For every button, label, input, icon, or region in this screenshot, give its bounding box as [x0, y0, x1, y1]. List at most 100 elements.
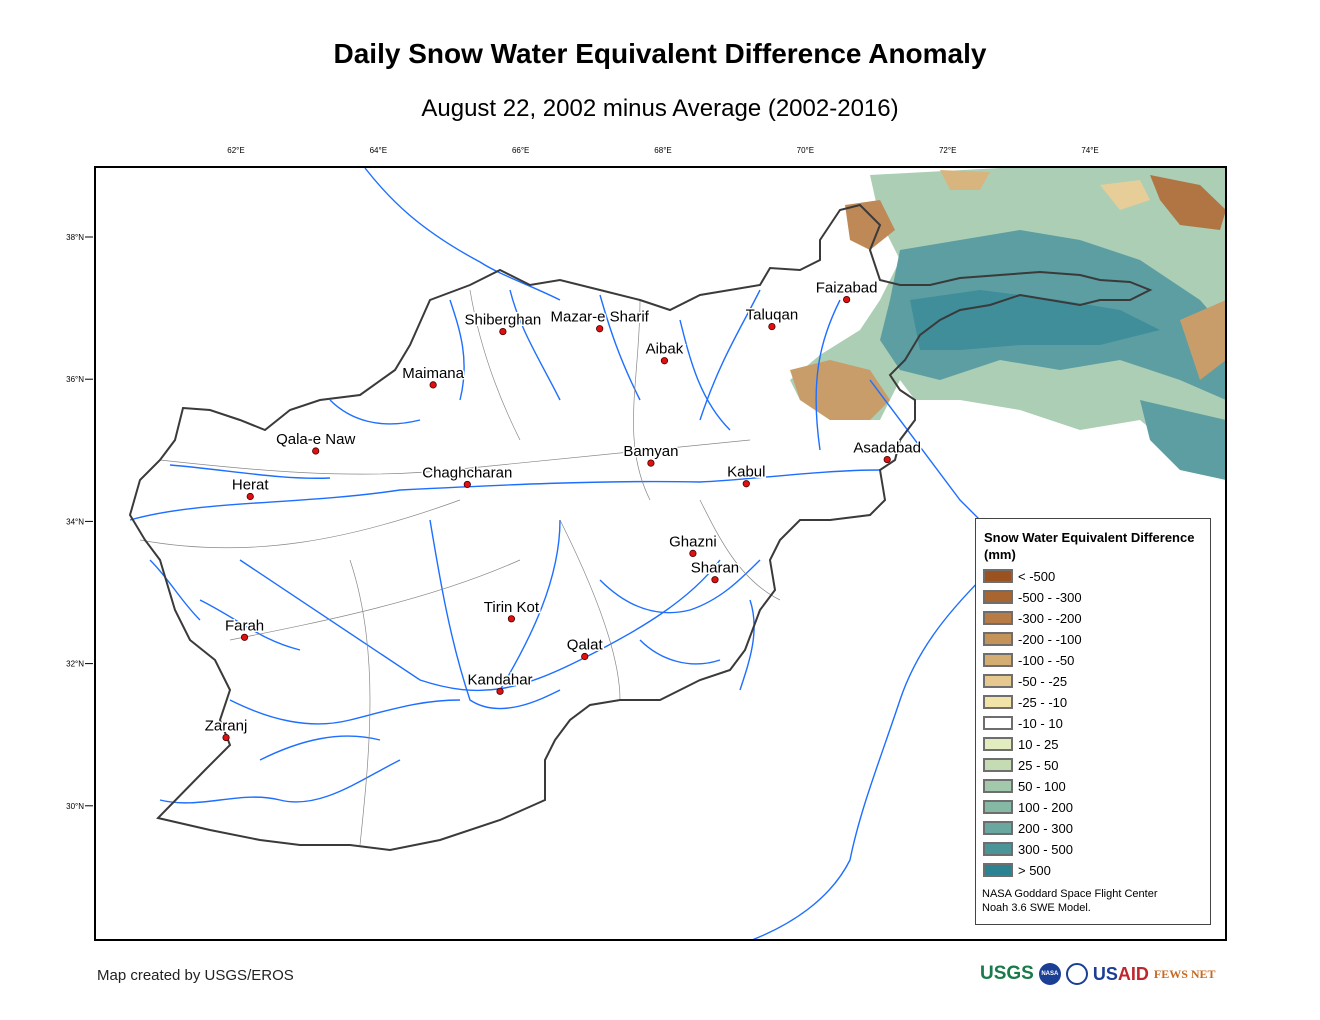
- legend-item: 10 - 25: [983, 736, 1058, 752]
- map-title: Daily Snow Water Equivalent Difference A…: [333, 38, 987, 69]
- snow-anomaly-raster: [790, 168, 1226, 480]
- city-marker[interactable]: Kandahar: [466, 670, 534, 695]
- city-label: Maimana: [402, 365, 464, 382]
- legend-item: -500 - -300: [983, 589, 1082, 605]
- legend: Snow Water Equivalent Difference (mm) < …: [975, 518, 1211, 925]
- map-frame: [94, 166, 1227, 941]
- city-dot-icon: [883, 455, 891, 464]
- city-marker[interactable]: Chaghcharan: [421, 463, 514, 489]
- city-dot-icon: [711, 576, 719, 584]
- city-marker[interactable]: Sharan: [689, 558, 741, 584]
- lon-tick-label: 72°E: [939, 146, 956, 155]
- city-marker[interactable]: Qalat: [565, 635, 605, 661]
- legend-item: 100 - 200: [983, 799, 1073, 815]
- legend-swatch: [983, 800, 1013, 814]
- city-marker[interactable]: Ghazni: [668, 532, 718, 557]
- city-dot-icon: [496, 687, 504, 695]
- legend-title: Snow Water Equivalent Difference (mm): [984, 530, 1195, 562]
- city-marker[interactable]: Zaranj: [203, 716, 249, 742]
- legend-label: 300 - 500: [1018, 841, 1073, 857]
- city-marker[interactable]: Maimana: [401, 363, 466, 389]
- legend-label: 200 - 300: [1018, 820, 1073, 836]
- city-marker[interactable]: Asadabad: [852, 438, 922, 464]
- lon-tick-label: 64°E: [370, 146, 387, 155]
- lon-tick-label: 70°E: [797, 146, 814, 155]
- city-marker[interactable]: Qala-e Naw: [275, 430, 357, 455]
- city-label: Asadabad: [853, 440, 921, 457]
- lon-tick-label: 62°E: [227, 146, 244, 155]
- legend-item: 300 - 500: [983, 841, 1073, 857]
- lon-tick-label: 66°E: [512, 146, 529, 155]
- legend-item: 50 - 100: [983, 778, 1066, 794]
- legend-swatch: [983, 590, 1013, 604]
- legend-item: > 500: [983, 862, 1051, 878]
- city-dot-icon: [660, 357, 669, 365]
- usaid-seal-icon: [1065, 963, 1088, 985]
- usaid-logo: USAID: [1092, 963, 1149, 984]
- legend-label: -10 - 10: [1018, 715, 1063, 731]
- city-marker[interactable]: Herat: [230, 475, 271, 501]
- city-marker[interactable]: Farah: [223, 616, 266, 641]
- province-boundaries: [139, 289, 781, 846]
- legend-item: -50 - -25: [983, 673, 1067, 689]
- legend-swatch: [983, 758, 1013, 772]
- city-dot-icon: [843, 295, 851, 304]
- legend-swatch: [983, 779, 1013, 793]
- city-marker[interactable]: Faizabad: [814, 278, 879, 304]
- legend-swatch: [983, 821, 1013, 835]
- legend-credit: NASA Goddard Space Flight Center Noah 3.…: [982, 887, 1157, 915]
- city-dot-icon: [689, 549, 697, 557]
- legend-label: -50 - -25: [1018, 673, 1068, 689]
- city-marker[interactable]: Shiberghan: [463, 310, 543, 336]
- city-marker[interactable]: Mazar-e Sharif: [549, 307, 651, 333]
- city-dot-icon: [768, 322, 776, 331]
- city-dot-icon: [429, 381, 437, 389]
- city-label: Ghazni: [669, 533, 717, 550]
- city-label: Shiberghan: [465, 312, 542, 329]
- city-marker[interactable]: Aibak: [644, 339, 685, 365]
- city-marker[interactable]: Bamyan: [622, 442, 680, 467]
- afghanistan-border: [128, 203, 1153, 852]
- map-credit: Map created by USGS/EROS: [97, 967, 294, 984]
- city-label: Mazar-e Sharif: [550, 309, 649, 326]
- legend-item: -300 - -200: [983, 610, 1082, 626]
- legend-label: 10 - 25: [1018, 736, 1059, 752]
- legend-swatch: [983, 716, 1013, 730]
- legend-item: < -500: [983, 568, 1055, 584]
- legend-label: 50 - 100: [1018, 778, 1066, 794]
- lon-tick-label: 74°E: [1081, 146, 1098, 155]
- city-label: Herat: [232, 477, 270, 494]
- city-label: Zaranj: [205, 718, 248, 735]
- map-subtitle: August 22, 2002 minus Average (2002-2016…: [421, 95, 899, 122]
- legend-swatch: [983, 863, 1013, 877]
- legend-label: -25 - -10: [1018, 694, 1068, 710]
- city-dot-icon: [240, 633, 249, 641]
- city-label: Qalat: [567, 636, 604, 653]
- legend-item: -100 - -50: [983, 652, 1074, 668]
- legend-item: -25 - -10: [983, 694, 1067, 710]
- legend-label: -300 - -200: [1018, 610, 1082, 626]
- city-label: Sharan: [691, 560, 739, 577]
- city-label: Farah: [225, 617, 264, 634]
- city-label: Faizabad: [816, 280, 878, 297]
- legend-swatch: [983, 611, 1013, 625]
- lat-tick-label: 30°N: [66, 802, 84, 811]
- city-dot-icon: [312, 447, 320, 455]
- city-dot-icon: [222, 733, 230, 742]
- legend-label: -100 - -50: [1018, 652, 1075, 668]
- legend-label: -500 - -300: [1018, 589, 1082, 605]
- city-marker[interactable]: Kabul: [726, 462, 767, 488]
- legend-item: 200 - 300: [983, 820, 1073, 836]
- city-label: Kandahar: [468, 671, 533, 688]
- city-marker[interactable]: Taluqan: [744, 305, 800, 331]
- fews-net-logo: FEWS NET: [1153, 966, 1216, 981]
- graticule-labels: 62°E 64°E 66°E 68°E 70°E 72°E 74°E 38°N 36°N 34°N…: [66, 146, 1099, 811]
- city-dot-icon: [507, 615, 516, 623]
- legend-label: 100 - 200: [1018, 799, 1073, 815]
- legend-label: -200 - -100: [1018, 631, 1082, 647]
- logos: USGS NASA USAID FEWS NET: [980, 963, 1216, 985]
- city-dot-icon: [647, 459, 655, 467]
- rivers: [129, 167, 1021, 940]
- city-marker[interactable]: Tirin Kot: [482, 597, 541, 623]
- legend-swatch: [983, 632, 1013, 646]
